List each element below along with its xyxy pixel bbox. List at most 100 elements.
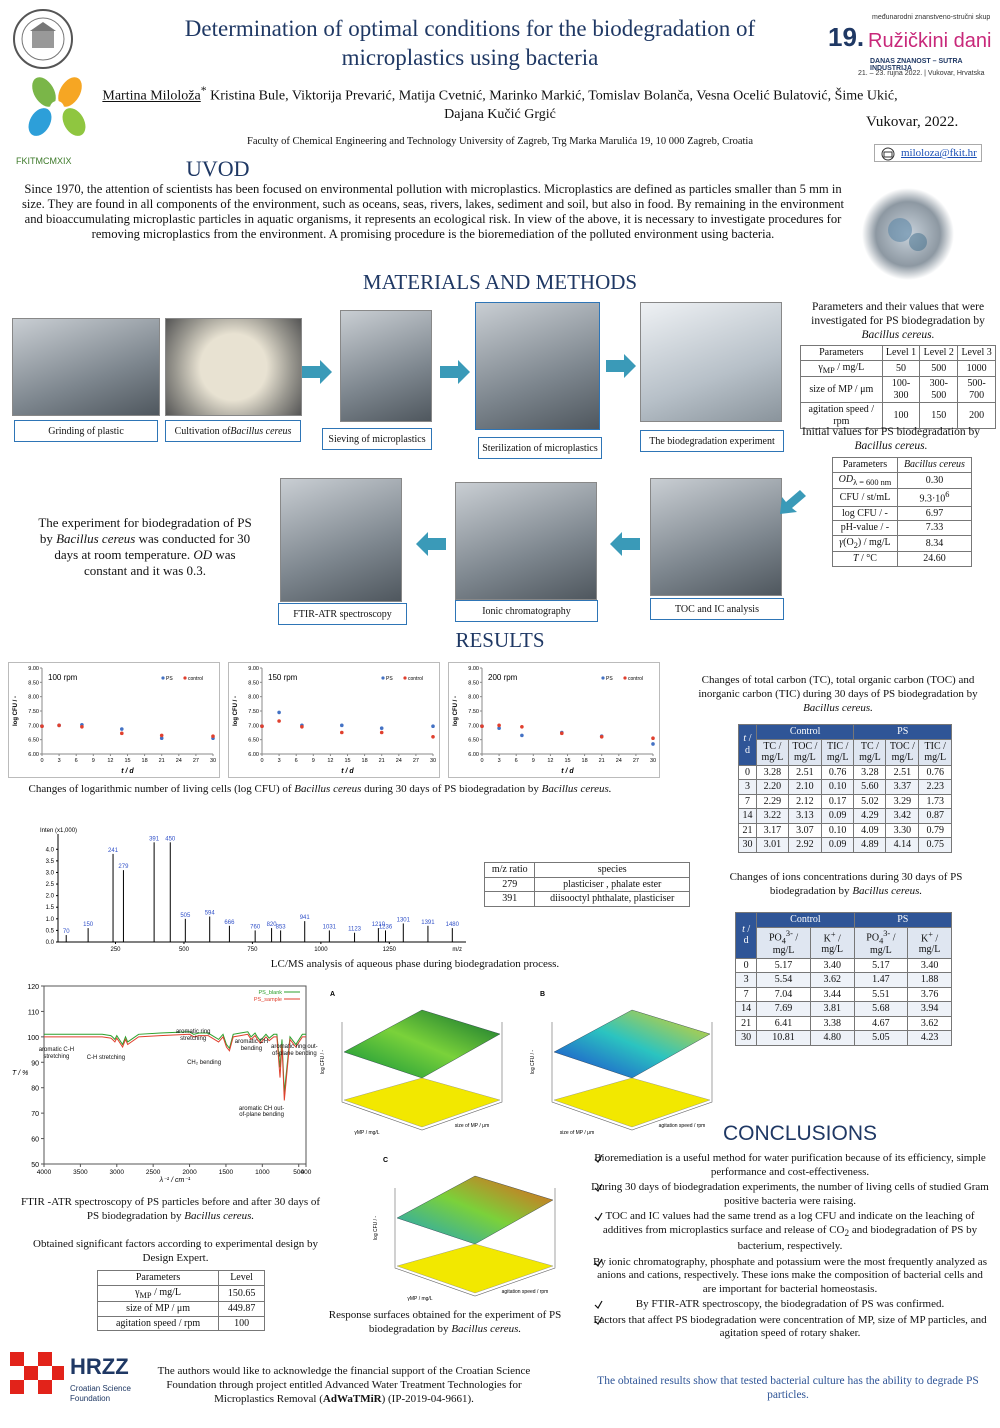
text: 3 (744, 781, 750, 792)
text: 3.07 (796, 824, 814, 836)
text: 5.17 (872, 959, 890, 971)
row: γ(O2) / mg/L 8.34 (832, 534, 973, 553)
x-tick-label: 750 (247, 947, 258, 953)
cell: 1.73 (918, 793, 952, 809)
cell: 4.23 (907, 1030, 952, 1046)
text: 30 (741, 1032, 752, 1044)
point (651, 742, 655, 746)
cell: 3.38 (809, 1015, 855, 1032)
cell: 100 (881, 402, 921, 430)
table-caption: Changes of ions concentrations during 30… (705, 870, 987, 898)
row: T / °C 24.60 (832, 551, 973, 567)
text: (O (843, 536, 854, 548)
cell: 6.97 (896, 505, 973, 522)
text: 4.89 (861, 839, 879, 850)
text: 0.09 (828, 839, 847, 850)
step-label: FTIR-ATR spectroscopy (278, 603, 407, 625)
step-label: Ionic chromatography (455, 600, 598, 622)
cell: 7.04 (756, 986, 811, 1003)
cell: 3.81 (809, 1001, 855, 1017)
y-tick-label: 8.50 (28, 680, 39, 686)
step-label: Cultivation of Bacillus cereus (165, 420, 301, 442)
z-axis-label: log CFU / - (320, 1050, 326, 1075)
text: Changes of logarithmic number of living … (28, 783, 295, 795)
point (260, 724, 264, 728)
text: 4.80 (823, 1032, 841, 1044)
email[interactable]: miloloza@fkit.hr (901, 147, 977, 159)
text: Parameters (842, 459, 888, 470)
cell: ODλ = 600 nm (832, 471, 898, 490)
text: TC / mg/L (761, 740, 784, 764)
point (57, 723, 61, 728)
text: 0.10 (828, 824, 847, 836)
section-heading: UVOD (186, 156, 250, 181)
text: 100-300 (891, 378, 911, 401)
text: and biodegradation of PS by bacterium, r… (737, 1223, 978, 1253)
row: 14 3.22 3.13 0.09 4.29 3.42 0.87 (738, 808, 952, 824)
y-axis-label: agitation speed / rpm (502, 1289, 549, 1295)
annotation: aromatic ring out-of-plane bending (271, 1044, 318, 1058)
cell: 1000 (957, 359, 996, 378)
text-sup: + (830, 929, 836, 939)
y-axis-label: log CFU / - (453, 696, 459, 726)
table-caption: Initial values for PS biodegradation by … (786, 425, 996, 453)
header-cell: Level 3 (957, 345, 996, 361)
legend-label: PS_sample (254, 997, 282, 1003)
point (651, 736, 655, 741)
text: Sieving of microplastics (328, 433, 426, 445)
text: agitation speed / rpm (808, 404, 875, 427)
text: 5.51 (872, 988, 890, 1000)
x-tick-label: 500 (293, 1169, 304, 1176)
step-label: TOC and IC analysis (650, 598, 784, 620)
y-tick-label: 7.50 (468, 709, 479, 715)
cell: 3.30 (885, 822, 920, 838)
legend-label: PS (606, 676, 613, 682)
cell: 5.05 (853, 1030, 909, 1046)
peak-label: 1480 (446, 922, 460, 928)
text: 50 (895, 362, 906, 374)
x-axis-label: m/z (452, 947, 462, 953)
header-cell: Level (218, 1270, 265, 1286)
legend-label: PS (166, 676, 173, 682)
cell: 2.51 (885, 764, 920, 780)
text: Bioremediation is a useful method for wa… (594, 1152, 986, 1178)
text: The authors would like to acknowledge th… (157, 1365, 531, 1405)
header-cell: PS (853, 724, 952, 740)
text: 6.97 (925, 507, 944, 519)
text: PO (768, 931, 782, 943)
x-tick-label: 24 (616, 758, 622, 764)
text: 449.87 (227, 1303, 256, 1315)
cell: 5.17 (756, 957, 811, 974)
hrzz-sub: Croatian Science (70, 1384, 131, 1393)
text: FTIR -ATR spectroscopy of PS particles b… (20, 1196, 321, 1222)
row: 21 3.17 3.07 0.10 4.09 3.30 0.79 (738, 822, 952, 838)
peak-label: 450 (165, 836, 176, 842)
cell: 21 (738, 822, 757, 838)
cell: 6.41 (756, 1015, 811, 1032)
row: 7 7.04 3.44 5.51 3.76 (734, 986, 952, 1003)
point (520, 724, 524, 729)
text-i: t (742, 923, 745, 935)
text: 0.75 (926, 839, 944, 850)
cell: 0.10 (820, 822, 855, 838)
experiment-text: The experiment for biodegradation of PS … (32, 515, 258, 579)
text: 0.76 (926, 766, 944, 778)
checkmark (594, 1316, 603, 1325)
y-tick-label: 100 (27, 1035, 39, 1042)
text: 3.62 (920, 1017, 939, 1029)
y-axis-label: T / % (12, 1070, 28, 1077)
text: 2.23 (926, 781, 944, 792)
text: 30 (742, 839, 753, 850)
text: 1000 (966, 362, 987, 374)
text: during 30 days of PS biodegradation by (361, 783, 542, 795)
cell: CFU / st/mL (832, 488, 898, 507)
point (211, 734, 215, 739)
text: Level 3 (961, 347, 992, 358)
text-i: Bacillus cereus. (861, 329, 935, 341)
text: 0 (744, 766, 750, 778)
cell: 3.62 (907, 1015, 952, 1032)
peak-label: 279 (118, 864, 129, 870)
text-sub: λ = 600 nm (853, 477, 892, 487)
text: / d (744, 733, 752, 756)
